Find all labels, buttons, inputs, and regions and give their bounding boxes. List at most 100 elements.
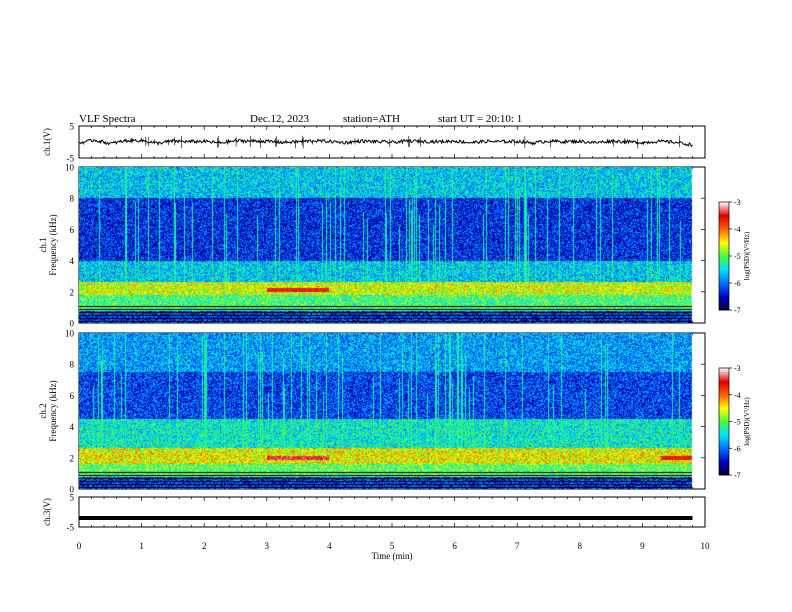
x-tick-label: 0 <box>77 541 82 551</box>
colorbar-segment <box>719 378 729 381</box>
y-tick-label: 4 <box>70 256 75 266</box>
colorbar-segment <box>719 385 729 389</box>
colorbar-segment <box>719 473 729 476</box>
colorbar-tick-label: -3 <box>734 364 741 373</box>
colorbar-segment <box>719 281 729 284</box>
colorbar-segment <box>719 396 729 399</box>
colorbar-segment <box>719 220 729 223</box>
x-tick-label: 1 <box>139 541 144 551</box>
y-tick-label: 2 <box>70 453 75 463</box>
y-tick-label: 8 <box>70 194 75 204</box>
x-axis-label: Time (min) <box>372 551 413 561</box>
colorbar-segment <box>719 234 729 237</box>
colorbar-segment <box>719 425 729 428</box>
colorbar-segment <box>719 256 729 259</box>
date-label: Dec.12, 2023 <box>250 113 309 125</box>
colorbar-segment <box>719 261 729 264</box>
colorbar-segment <box>719 239 729 242</box>
colorbar-segment <box>719 435 729 438</box>
ch2-spectrogram-image <box>79 333 705 489</box>
colorbar-segment <box>719 290 729 293</box>
panel-frame-4 <box>78 496 706 528</box>
colorbar-segment <box>719 245 729 248</box>
colorbar-segment <box>719 467 729 471</box>
colorbar-segment <box>719 403 729 406</box>
colorbar-segment <box>719 466 729 469</box>
colorbar-segment <box>719 302 729 305</box>
colorbar-segment <box>719 457 729 460</box>
y-tick-label: 0 <box>70 485 75 495</box>
colorbar-segment <box>719 299 729 302</box>
y-tick-label: -5 <box>67 523 75 533</box>
colorbar-segment <box>719 437 729 440</box>
colorbar-segment <box>719 243 729 246</box>
y-tick-label: 5 <box>70 122 75 132</box>
colorbar-segment <box>719 426 729 430</box>
colorbar-segment <box>719 441 729 444</box>
colorbar-segment <box>719 265 729 268</box>
colorbar-segment <box>719 254 729 257</box>
colorbar-segment <box>719 405 729 408</box>
colorbar-segment <box>719 384 729 387</box>
colorbar-segment <box>719 205 729 208</box>
colorbar-segment <box>719 250 729 253</box>
colorbar-segment <box>719 247 729 250</box>
colorbar-segment <box>719 259 729 262</box>
colorbar-segment <box>719 286 729 289</box>
colorbar-segment <box>719 410 729 413</box>
colorbar-segment <box>719 392 729 396</box>
colorbar-segment <box>719 416 729 419</box>
colorbar-tick-label: -6 <box>734 279 741 288</box>
colorbar-segment <box>719 455 729 458</box>
x-tick-label: 9 <box>640 541 645 551</box>
colorbar-segment <box>719 275 729 278</box>
colorbar-segment <box>719 394 729 397</box>
colorbar-tick-label: -3 <box>734 198 741 207</box>
colorbar-segment <box>719 380 729 383</box>
ch1-waveform-line <box>78 137 693 148</box>
colorbar-segment <box>719 442 729 446</box>
x-tick-label: 5 <box>390 541 395 551</box>
colorbar-segment <box>719 407 729 410</box>
colorbar-segment <box>719 284 729 287</box>
colorbar-segment <box>719 270 729 273</box>
colorbar-segment <box>719 391 729 394</box>
colorbar-segment <box>719 268 729 271</box>
colorbar-segment <box>719 458 729 462</box>
colorbar-segment <box>719 464 729 467</box>
colorbar-segment <box>719 266 729 269</box>
colorbar-segment <box>719 409 729 412</box>
colorbar-segment <box>719 469 729 472</box>
colorbar-segment <box>719 202 729 205</box>
colorbar-label: log(PSD)(V²/Hz) <box>743 231 751 280</box>
colorbar-segment <box>719 203 729 206</box>
colorbar-segment <box>719 248 729 251</box>
colorbar-segment <box>719 433 729 437</box>
y-axis-label: ch.1(V) <box>42 128 52 156</box>
colorbar-segment <box>719 412 729 415</box>
colorbar-segment <box>719 471 729 474</box>
colorbar-segment <box>719 430 729 433</box>
colorbar-segment <box>719 238 729 241</box>
colorbar-segment <box>719 227 729 230</box>
x-tick-label: 3 <box>265 541 270 551</box>
colorbar-segment <box>719 288 729 291</box>
colorbar-segment <box>719 389 729 392</box>
colorbar-segment <box>719 421 729 424</box>
colorbar-segment <box>719 419 729 422</box>
x-tick-label: 10 <box>701 541 711 551</box>
colorbar-tick-label: -6 <box>734 444 741 453</box>
y-tick-label: 2 <box>70 287 75 297</box>
ch1-spectrogram-image <box>79 167 705 323</box>
colorbar-segment <box>719 223 729 226</box>
colorbar-segment <box>719 369 729 372</box>
colorbar-segment <box>719 293 729 296</box>
colorbar-label: log(PSD)(V²/Hz) <box>743 397 751 446</box>
colorbar-segment <box>719 371 729 374</box>
colorbar-segment <box>719 252 729 255</box>
colorbar-segment <box>719 446 729 449</box>
spectrogram-group <box>79 167 705 489</box>
y-tick-label: 10 <box>65 163 75 173</box>
